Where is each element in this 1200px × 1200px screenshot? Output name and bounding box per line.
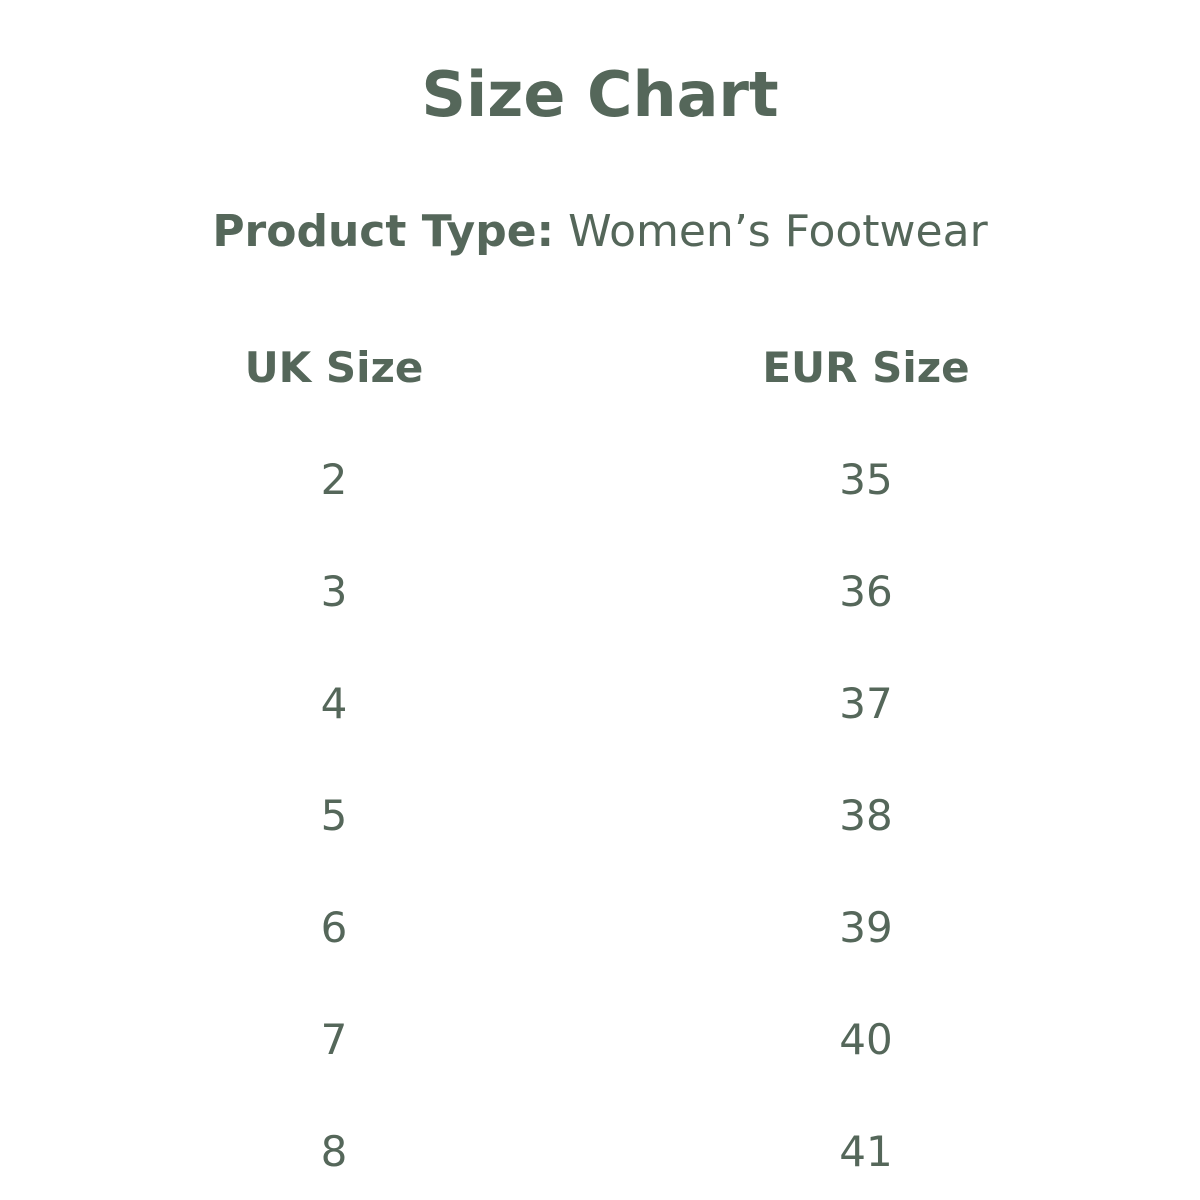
eur-size-cell: 39 xyxy=(839,903,893,952)
uk-size-cell: 6 xyxy=(320,903,348,952)
product-type: Product Type: Women’s Footwear xyxy=(0,202,1200,262)
eur-size-cell: 36 xyxy=(839,567,893,616)
product-type-value: Women’s Footwear xyxy=(568,206,988,257)
eur-size-header: EUR Size xyxy=(762,343,970,392)
uk-size-cell: 7 xyxy=(320,1015,348,1064)
eur-size-cell: 40 xyxy=(839,1015,893,1064)
uk-size-cell: 8 xyxy=(320,1127,348,1176)
product-type-label: Product Type: xyxy=(212,206,555,257)
eur-size-cell: 41 xyxy=(839,1127,893,1176)
uk-size-cell: 4 xyxy=(320,679,348,728)
page-title: Size Chart xyxy=(421,58,779,131)
uk-size-header: UK Size xyxy=(244,343,424,392)
eur-size-cell: 37 xyxy=(839,679,893,728)
uk-size-cell: 2 xyxy=(320,455,348,504)
uk-size-cell: 5 xyxy=(320,791,348,840)
eur-size-cell: 35 xyxy=(839,455,893,504)
uk-size-cell: 3 xyxy=(320,567,348,616)
eur-size-cell: 38 xyxy=(839,791,893,840)
